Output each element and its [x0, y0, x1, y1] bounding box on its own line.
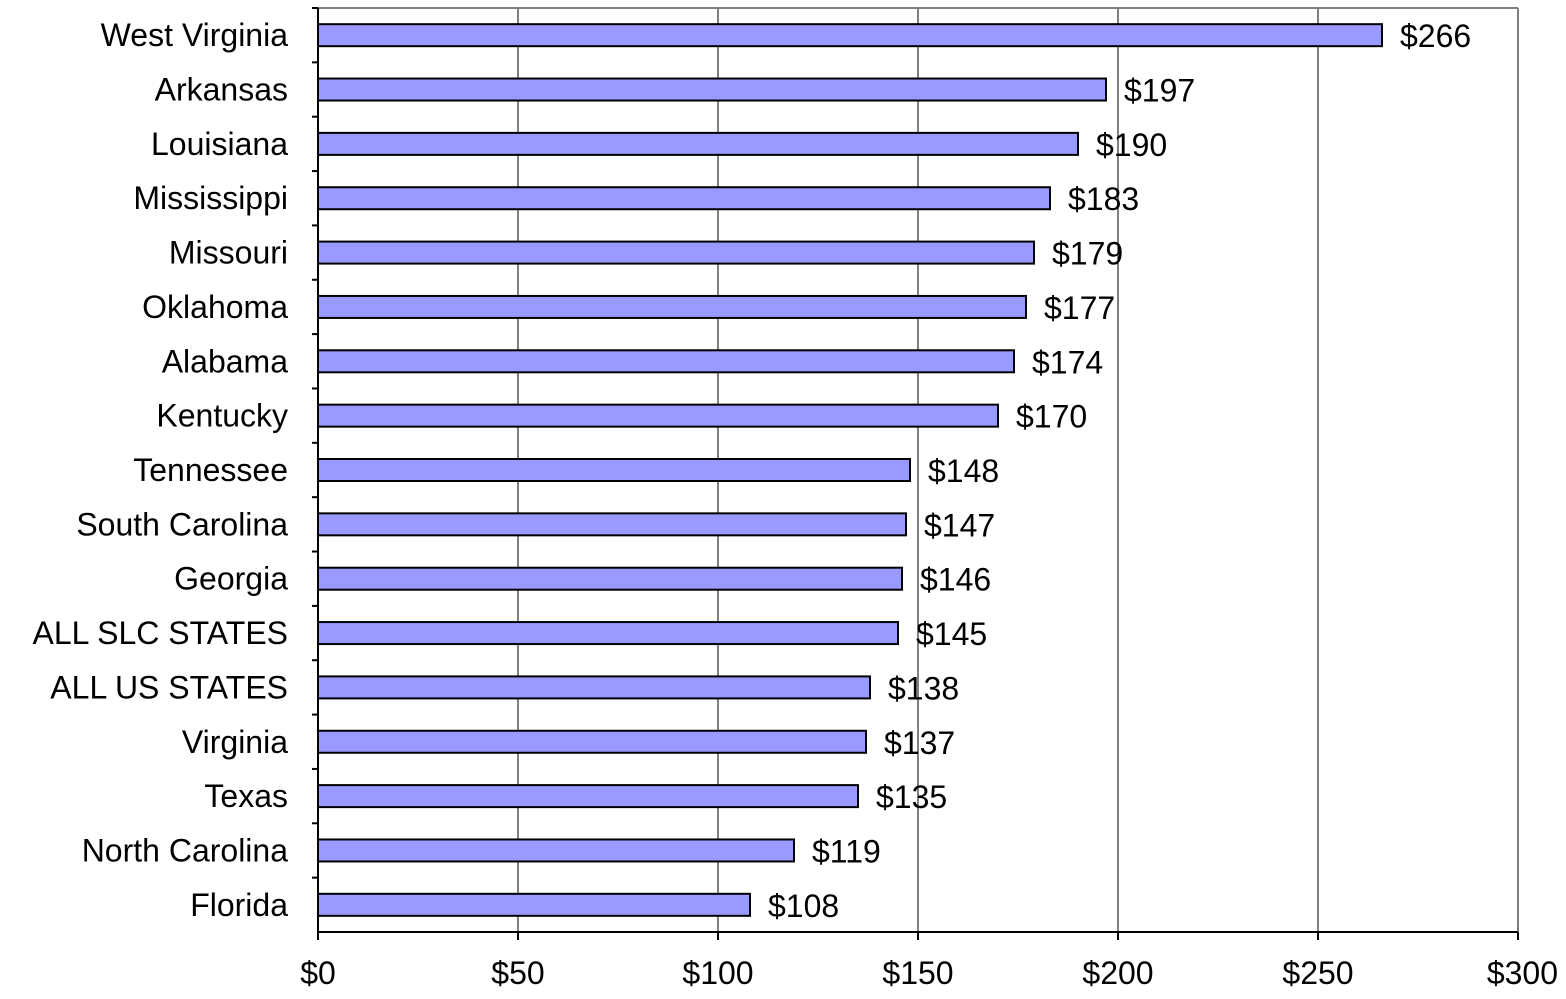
bar-layer	[317, 23, 1383, 917]
label-layer: $266 West Virginia $197 Arkansas $190 Louisia…	[33, 17, 1559, 991]
category-label: Texas	[204, 778, 288, 814]
category-label: Missouri	[169, 235, 288, 271]
category-label: Virginia	[182, 724, 288, 760]
value-label: $147	[924, 507, 995, 543]
category-label: Georgia	[174, 561, 288, 597]
bar	[317, 621, 899, 646]
axis-layer	[312, 7, 1519, 940]
bar	[317, 349, 1015, 374]
bar	[317, 675, 871, 700]
bar	[317, 186, 1051, 211]
x-tick-label: $300	[1487, 955, 1558, 991]
category-label: ALL US STATES	[50, 669, 288, 705]
bar	[317, 512, 907, 537]
bar	[317, 77, 1107, 102]
value-label: $190	[1096, 127, 1167, 163]
x-tick-label: $200	[1082, 955, 1153, 991]
x-tick-label: $100	[682, 955, 753, 991]
value-label: $145	[916, 616, 987, 652]
category-label: Kentucky	[156, 398, 288, 434]
value-label: $148	[928, 453, 999, 489]
value-label: $138	[888, 670, 959, 706]
category-label: Alabama	[162, 343, 289, 379]
bar	[317, 403, 999, 428]
bar	[317, 458, 911, 482]
category-label: Louisiana	[151, 126, 288, 162]
value-label: $177	[1044, 290, 1115, 326]
value-label: $146	[920, 562, 991, 598]
category-label: Oklahoma	[142, 289, 288, 325]
bar	[317, 294, 1027, 319]
x-tick-label: $50	[491, 955, 544, 991]
bar	[317, 892, 751, 917]
value-label: $170	[1016, 399, 1087, 435]
category-label: Mississippi	[133, 180, 288, 216]
grid-layer	[517, 8, 1319, 932]
x-tick-label: $150	[882, 955, 953, 991]
value-label: $119	[812, 833, 881, 869]
value-label: $108	[768, 888, 839, 924]
x-tick-label: $250	[1282, 955, 1353, 991]
value-label: $135	[876, 779, 947, 815]
category-label: Arkansas	[155, 72, 288, 108]
value-label: $179	[1052, 236, 1123, 272]
value-label: $266	[1400, 18, 1471, 54]
x-tick-label: $0	[300, 955, 336, 991]
value-label: $137	[884, 725, 955, 761]
category-label: Tennessee	[133, 452, 288, 488]
bar	[317, 784, 859, 809]
bar	[317, 131, 1079, 156]
category-label: ALL SLC STATES	[33, 615, 289, 651]
bar	[317, 23, 1383, 48]
bar	[317, 240, 1035, 265]
value-label: $174	[1032, 344, 1103, 380]
category-label: South Carolina	[76, 506, 288, 542]
value-label: $183	[1068, 181, 1139, 217]
bar	[317, 838, 795, 863]
category-label: West Virginia	[101, 17, 289, 53]
value-label: $197	[1124, 73, 1195, 109]
bar	[317, 729, 867, 754]
category-label: North Carolina	[82, 832, 289, 868]
bar	[317, 566, 903, 591]
category-label: Florida	[190, 887, 288, 923]
